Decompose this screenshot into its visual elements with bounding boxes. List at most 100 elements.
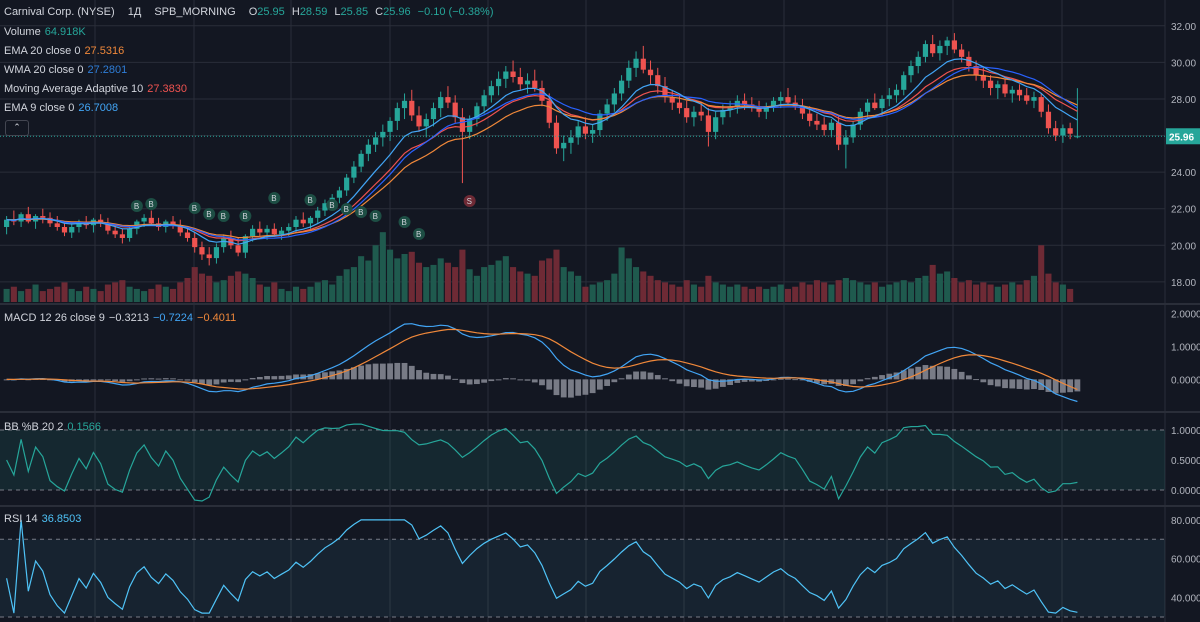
price-candles[interactable] — [4, 33, 1080, 266]
candle-body — [524, 80, 531, 85]
volume-bar — [611, 273, 618, 302]
rsi-legend[interactable]: RSI 14 36.8503 — [4, 513, 85, 525]
candle-body — [814, 120, 820, 125]
macd-histogram-bar — [1002, 379, 1008, 389]
rsi-line — [6, 519, 1078, 615]
volume-bar — [806, 284, 813, 302]
macd-histogram-bar — [90, 379, 97, 381]
macd-legend[interactable]: MACD 12 26 close 9 −0.3213 −0.7224 −0.4011 — [4, 312, 240, 324]
macd-histogram-bar — [495, 379, 502, 381]
macd-histogram-bar — [900, 370, 907, 380]
volume-bar — [893, 282, 900, 302]
candle-body — [488, 86, 494, 96]
macd-histogram-bar — [343, 368, 350, 380]
macd-histogram-bar — [705, 379, 712, 390]
rsi-label: RSI 14 — [4, 513, 38, 525]
candle-body — [315, 210, 321, 218]
macd-histogram-bar — [546, 379, 553, 390]
volume-bar — [596, 282, 603, 302]
candle-body — [966, 56, 972, 67]
high-value: 28.59 — [299, 6, 328, 18]
volume-bar — [784, 288, 792, 302]
ema9-legend[interactable]: EMA 9 close 0 26.7008 — [4, 102, 122, 114]
candle-body — [698, 111, 704, 116]
macd-histogram-bar — [937, 366, 943, 380]
candle-body — [300, 219, 306, 224]
candle-body — [192, 237, 198, 248]
candle-body — [467, 119, 473, 132]
bb-legend[interactable]: BB %B 20 2 0.1566 — [4, 421, 105, 433]
volume-bar — [965, 280, 972, 302]
candle-body — [893, 89, 900, 96]
volume-bar — [864, 284, 871, 302]
macd-histogram-bar — [97, 379, 104, 381]
macd-histogram-bar — [184, 379, 191, 381]
macd-histogram-bar — [951, 368, 958, 380]
candle-body — [582, 126, 589, 134]
candle-body — [503, 71, 509, 79]
volume-bar — [184, 278, 191, 302]
chevron-up-icon[interactable]: ⌃ — [5, 120, 29, 136]
macd-histogram-bar — [618, 378, 625, 380]
volume-bar — [567, 271, 574, 302]
volume-bar — [799, 282, 806, 302]
volume-bar — [987, 284, 994, 302]
volume-bar — [922, 275, 929, 302]
wma20-legend[interactable]: WMA 20 close 0 27.2801 — [4, 64, 131, 76]
ema20-legend[interactable]: EMA 20 close 0 27.5316 — [4, 45, 128, 57]
candle-body — [901, 75, 907, 90]
volume-bar — [980, 282, 987, 302]
ohlc-open: O25.95 — [249, 6, 285, 18]
macd-histogram-bar — [611, 379, 618, 383]
volume-bar — [39, 291, 46, 302]
macd-histogram-bar — [372, 363, 379, 380]
interval-label[interactable]: 1Д — [127, 6, 142, 18]
volume-legend[interactable]: Volume 64.918K — [4, 26, 90, 38]
signal-marker-label: B — [402, 218, 407, 227]
volume-bar — [951, 278, 958, 302]
macd-histogram-bar — [575, 379, 582, 396]
volume-bar — [155, 284, 162, 302]
macd-histogram-bar — [133, 379, 140, 381]
volume-bars — [3, 232, 1074, 302]
macd-histogram-bar — [864, 378, 871, 380]
candle-body — [119, 234, 125, 238]
volume-bar — [83, 286, 90, 302]
candle-body — [807, 113, 813, 121]
macd-histogram-bar — [915, 366, 922, 380]
volume-bar — [473, 275, 480, 302]
volume-bar — [719, 284, 726, 302]
buy-signal-marker — [369, 210, 382, 222]
volume-bar — [813, 280, 820, 302]
macd-histogram-bar — [719, 379, 726, 387]
rsi-pane[interactable] — [0, 519, 1165, 618]
candle-body — [1053, 128, 1059, 136]
candle-body — [293, 219, 299, 227]
macd-histogram-bar — [1060, 379, 1066, 393]
price-tick-label: 30.00 — [1171, 58, 1196, 69]
macd-histogram-bar — [76, 379, 82, 381]
bb-tick-label: 0.5000 — [1171, 456, 1200, 467]
candle-body — [778, 97, 784, 101]
macd-pane[interactable] — [3, 323, 1081, 403]
volume-bar — [748, 288, 755, 302]
signal-marker-label: B — [206, 210, 211, 219]
symbol-name[interactable]: Carnival Corp. (NYSE) — [4, 6, 115, 18]
macd-histogram-bar — [126, 379, 133, 382]
maa10-legend[interactable]: Moving Average Adaptive 10 27.3830 — [4, 83, 191, 95]
volume-bar — [220, 280, 227, 302]
macd-histogram-bar — [922, 365, 929, 380]
candle-body — [908, 66, 914, 76]
macd-histogram-bar — [604, 379, 611, 386]
candle-body — [799, 106, 806, 114]
candle-body — [1009, 89, 1015, 94]
rsi-value: 36.8503 — [41, 513, 82, 525]
volume-bar — [365, 260, 372, 302]
bb-percent-b-pane[interactable] — [0, 423, 1165, 502]
volume-bar — [886, 284, 893, 302]
volume-bar — [850, 280, 857, 302]
price-axis[interactable]: 32.0030.0028.0026.0024.0022.0020.0018.00… — [0, 22, 1200, 605]
volume-bar — [177, 282, 184, 302]
macd-histogram-bar — [264, 376, 270, 380]
